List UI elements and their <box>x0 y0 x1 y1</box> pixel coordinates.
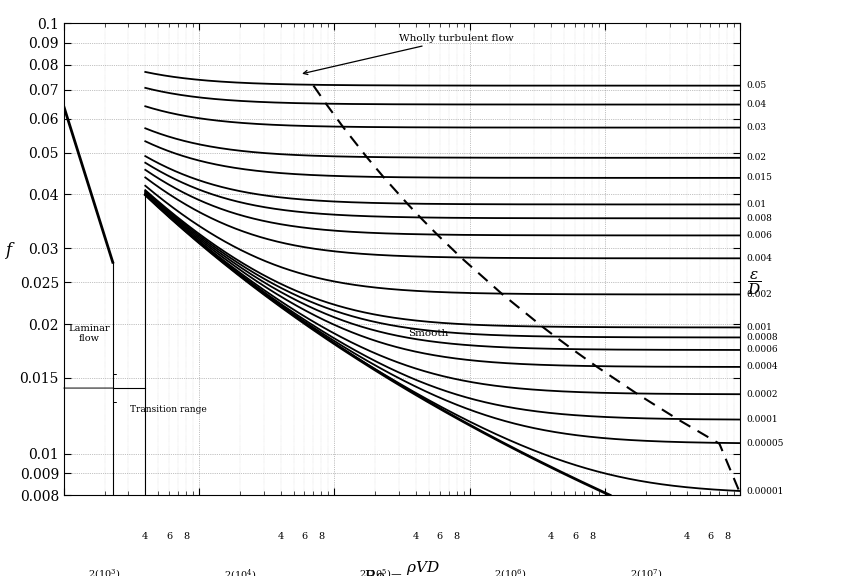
Text: 0.015: 0.015 <box>746 173 772 183</box>
Text: 0.002: 0.002 <box>746 290 772 299</box>
Text: 6: 6 <box>437 532 443 541</box>
Text: 4: 4 <box>277 532 283 541</box>
Text: $2(10^4)$: $2(10^4)$ <box>224 567 256 576</box>
Text: 6: 6 <box>707 532 713 541</box>
Text: 4: 4 <box>683 532 689 541</box>
Y-axis label: f: f <box>5 242 12 259</box>
Text: 6: 6 <box>301 532 307 541</box>
Text: 6: 6 <box>572 532 578 541</box>
Text: $2(10^6)$: $2(10^6)$ <box>494 567 527 576</box>
Text: 0.001: 0.001 <box>746 323 772 332</box>
Text: 0.0006: 0.0006 <box>746 346 778 354</box>
Text: 0.0004: 0.0004 <box>746 362 778 372</box>
Text: 0.004: 0.004 <box>746 254 772 263</box>
Text: 4: 4 <box>548 532 554 541</box>
Text: 0.0002: 0.0002 <box>746 390 778 399</box>
Text: Wholly turbulent flow: Wholly turbulent flow <box>304 33 514 74</box>
Text: $2(10^5)$: $2(10^5)$ <box>359 567 391 576</box>
Text: 0.0001: 0.0001 <box>746 415 778 424</box>
Text: 0.00001: 0.00001 <box>746 487 783 495</box>
Text: Laminar
flow: Laminar flow <box>69 324 111 343</box>
Text: 6: 6 <box>166 532 172 541</box>
Text: 4: 4 <box>142 532 148 541</box>
Text: Smooth: Smooth <box>408 329 448 338</box>
Text: 0.01: 0.01 <box>746 200 766 209</box>
Text: 0.00005: 0.00005 <box>746 438 784 448</box>
Text: 8: 8 <box>589 532 595 541</box>
Text: 0.03: 0.03 <box>746 123 766 132</box>
Text: 8: 8 <box>454 532 460 541</box>
Text: Re = $\dfrac{\rho VD}{\mu}$: Re = $\dfrac{\rho VD}{\mu}$ <box>363 559 441 576</box>
Text: 0.006: 0.006 <box>746 231 772 240</box>
Text: 8: 8 <box>183 532 189 541</box>
Text: $2(10^3)$: $2(10^3)$ <box>89 567 121 576</box>
Text: 0.05: 0.05 <box>746 81 766 90</box>
Text: $2(10^7)$: $2(10^7)$ <box>630 567 662 576</box>
Text: 0.02: 0.02 <box>746 153 766 162</box>
Text: 0.0008: 0.0008 <box>746 333 778 342</box>
Text: 8: 8 <box>318 532 324 541</box>
Text: 0.008: 0.008 <box>746 214 772 223</box>
Text: Transition range: Transition range <box>130 404 207 414</box>
Text: 8: 8 <box>724 532 730 541</box>
Text: $\dfrac{\varepsilon}{D}$: $\dfrac{\varepsilon}{D}$ <box>747 269 762 297</box>
Text: 0.04: 0.04 <box>746 100 766 109</box>
Text: 4: 4 <box>413 532 419 541</box>
